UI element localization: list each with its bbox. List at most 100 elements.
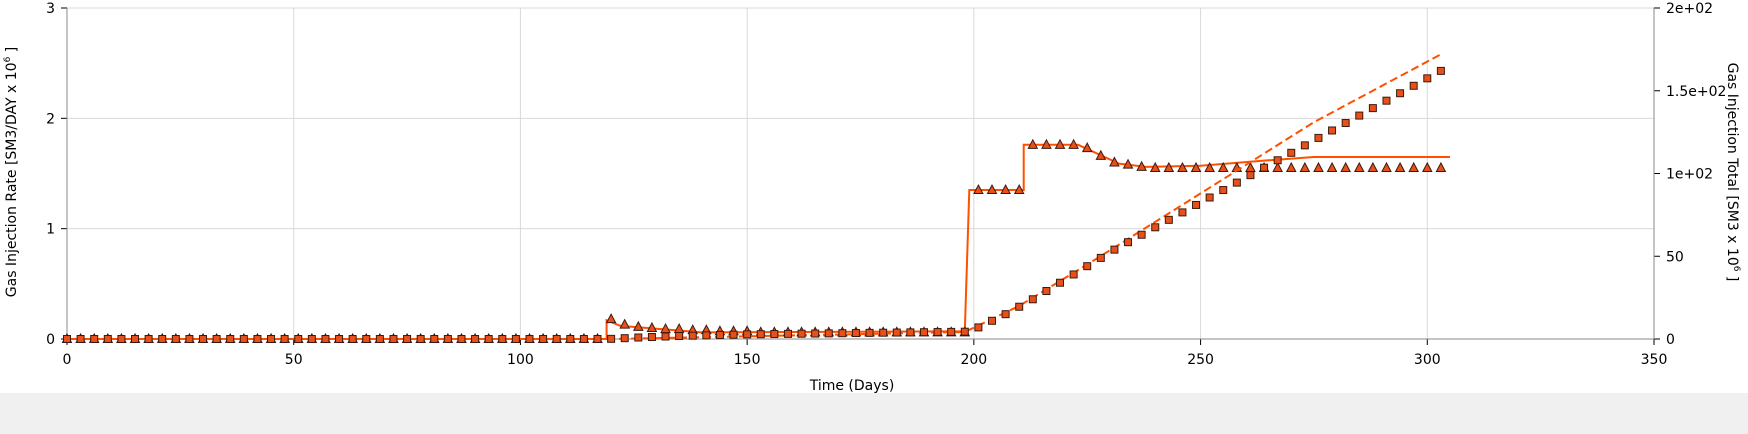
square-marker <box>253 335 262 343</box>
x-tick-label: 200 <box>960 352 987 368</box>
square-marker <box>1110 245 1119 254</box>
triangle-marker <box>673 323 685 334</box>
square-marker <box>1056 278 1065 287</box>
x-axis-title: Time (Days) <box>809 378 895 394</box>
square-marker <box>1137 230 1146 239</box>
square-marker <box>171 335 180 343</box>
square-marker <box>661 332 670 341</box>
square-marker <box>1205 193 1214 202</box>
square-marker <box>1396 89 1405 98</box>
triangle-marker <box>1081 142 1093 153</box>
square-marker <box>1300 141 1309 150</box>
triangle-marker <box>1177 161 1188 172</box>
square-marker <box>212 335 221 343</box>
square-marker <box>1124 238 1133 247</box>
y-right-tick-label: 2e+02 <box>1666 1 1713 17</box>
triangle-marker <box>973 183 984 195</box>
triangle-marker <box>1027 138 1039 149</box>
square-marker <box>280 335 289 343</box>
square-marker <box>824 329 833 338</box>
square-marker <box>634 333 643 342</box>
square-marker <box>1328 126 1337 135</box>
axes <box>61 7 1660 345</box>
square-marker <box>294 335 303 343</box>
square-marker <box>1355 111 1364 120</box>
square-marker <box>987 316 996 325</box>
square-marker <box>892 328 901 337</box>
square-marker <box>1164 215 1173 224</box>
y-left-tick-label: 3 <box>46 1 55 17</box>
x-tick-label: 150 <box>734 352 761 368</box>
triangle-marker <box>646 321 658 332</box>
square-marker <box>688 331 697 340</box>
square-marker <box>525 335 534 343</box>
triangle-marker <box>1381 161 1392 172</box>
triangle-marker <box>1353 161 1365 172</box>
square-marker <box>974 323 983 332</box>
triangle-marker <box>1394 161 1406 172</box>
square-marker <box>1314 133 1323 142</box>
square-marker <box>90 335 99 343</box>
triangle-marker <box>1313 161 1324 172</box>
square-marker <box>348 335 357 343</box>
square-marker <box>1178 208 1187 217</box>
triangle-marker <box>1041 138 1052 149</box>
square-marker <box>430 335 439 343</box>
square-marker <box>797 329 806 338</box>
square-marker <box>1260 163 1269 172</box>
grid-lines <box>66 7 1655 340</box>
triangle-marker <box>1340 161 1351 172</box>
triangle-marker <box>1095 149 1107 160</box>
x-tick-label: 350 <box>1641 352 1668 368</box>
square-marker <box>838 329 847 338</box>
square-marker <box>933 328 942 337</box>
square-marker <box>1368 104 1377 113</box>
triangle-marker <box>1272 161 1283 172</box>
square-marker <box>879 328 888 337</box>
y-left-tick-label: 2 <box>46 111 55 127</box>
square-marker <box>267 335 276 343</box>
square-marker <box>362 335 371 343</box>
square-marker <box>511 335 520 343</box>
square-marker <box>865 328 874 337</box>
square-marker <box>1015 302 1024 311</box>
square-marker <box>579 335 588 343</box>
square-marker <box>1382 96 1391 105</box>
square-marker <box>647 333 656 342</box>
square-marker <box>131 335 140 343</box>
square-marker <box>307 335 316 343</box>
triangle-marker <box>1013 183 1025 195</box>
x-tick-label: 100 <box>507 352 534 368</box>
square-marker <box>226 335 235 343</box>
square-marker <box>1273 156 1282 165</box>
square-marker <box>811 329 820 338</box>
y-right-axis-title: Gas Injection Total [SM3 x 106 ] <box>1724 63 1741 282</box>
square-marker <box>484 335 493 343</box>
square-marker <box>620 334 629 343</box>
square-marker <box>416 335 425 343</box>
triangle-marker <box>1367 161 1379 172</box>
square-marker <box>457 335 466 343</box>
triangle-marker <box>1190 161 1202 172</box>
square-marker <box>947 327 956 336</box>
x-tick-label: 50 <box>285 352 303 368</box>
square-marker <box>1219 186 1228 195</box>
square-marker <box>1232 178 1241 187</box>
y-right-tick-label: 50 <box>1666 249 1684 265</box>
triangle-marker <box>1122 158 1134 169</box>
triangle-marker <box>1068 138 1079 149</box>
square-marker <box>1042 287 1051 296</box>
square-marker <box>1096 253 1105 262</box>
x-tick-label: 300 <box>1414 352 1441 368</box>
triangle-marker <box>1326 161 1338 172</box>
square-marker <box>960 327 969 336</box>
y-right-tick-label: 1.5e+02 <box>1666 84 1726 100</box>
square-marker <box>1246 171 1255 180</box>
square-marker <box>919 328 928 337</box>
square-marker <box>783 329 792 338</box>
y-right-tick-label: 1e+02 <box>1666 167 1713 183</box>
square-marker <box>729 330 738 339</box>
triangle-marker <box>1149 161 1161 172</box>
y-right-tick-label: 0 <box>1666 332 1675 348</box>
square-marker <box>335 335 344 343</box>
